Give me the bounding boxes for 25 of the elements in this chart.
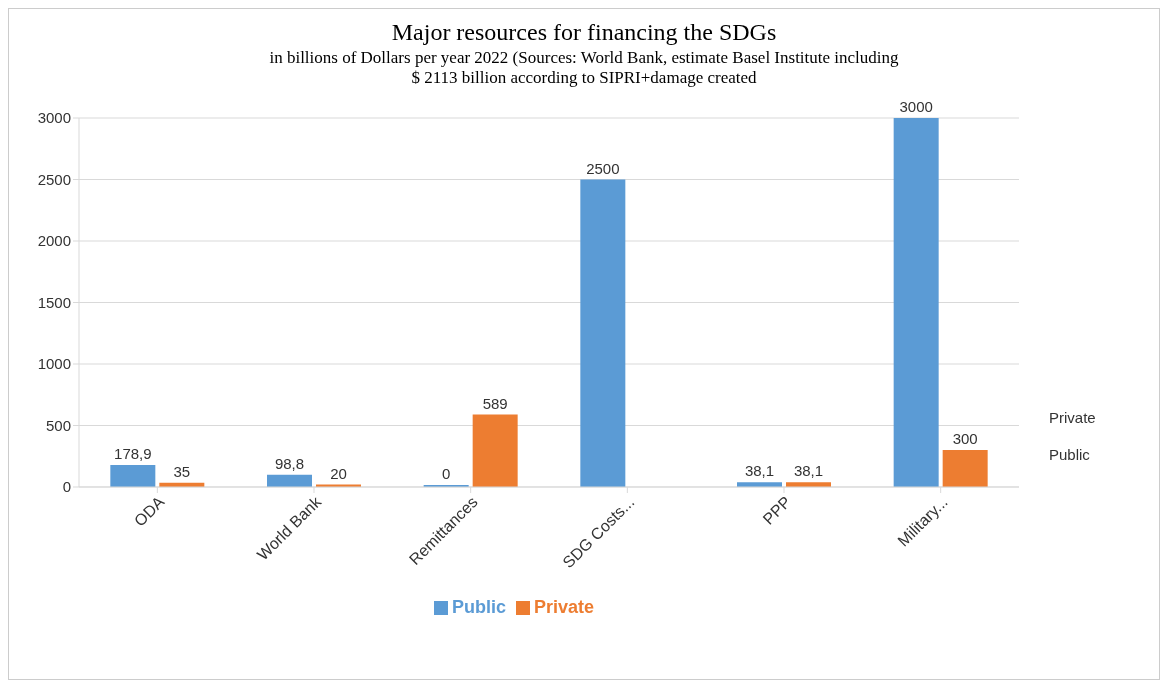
chart-title: Major resources for financing the SDGs [390,19,778,46]
y-tick-label: 0 [62,478,71,496]
chart-subtitle: in billions of Dollars per year 2022 (Sources: World Bank, estimate Basel Institute including $ 2113 billion according to SIPRI+damage created [268,48,900,88]
y-tick-label: 500 [45,416,71,434]
y-tick-label: 2000 [37,232,71,250]
data-label: 0 [441,465,451,482]
data-label: 98,8 [274,454,305,472]
y-tick-label: 3000 [37,109,71,127]
y-tick-label: 1500 [37,293,71,311]
x-tick-label: ODA [130,492,168,530]
data-label: 3000 [899,98,933,115]
y-tick-label: 1000 [37,355,71,373]
y-tick-label: 2500 [37,170,71,188]
data-label: 589 [482,394,508,412]
data-label: 2500 [586,159,620,177]
legend-label: Public [451,597,506,617]
text: Private [1049,409,1096,426]
data-label: 35 [173,462,191,480]
data-label: 20 [330,464,347,482]
legend-label: Private [533,597,595,617]
data-label: 38,1 [744,462,775,480]
data-label: 38,1 [793,462,824,480]
data-label: 178,9 [114,445,152,462]
text: Public [1049,446,1091,463]
data-label: 300 [952,430,978,448]
